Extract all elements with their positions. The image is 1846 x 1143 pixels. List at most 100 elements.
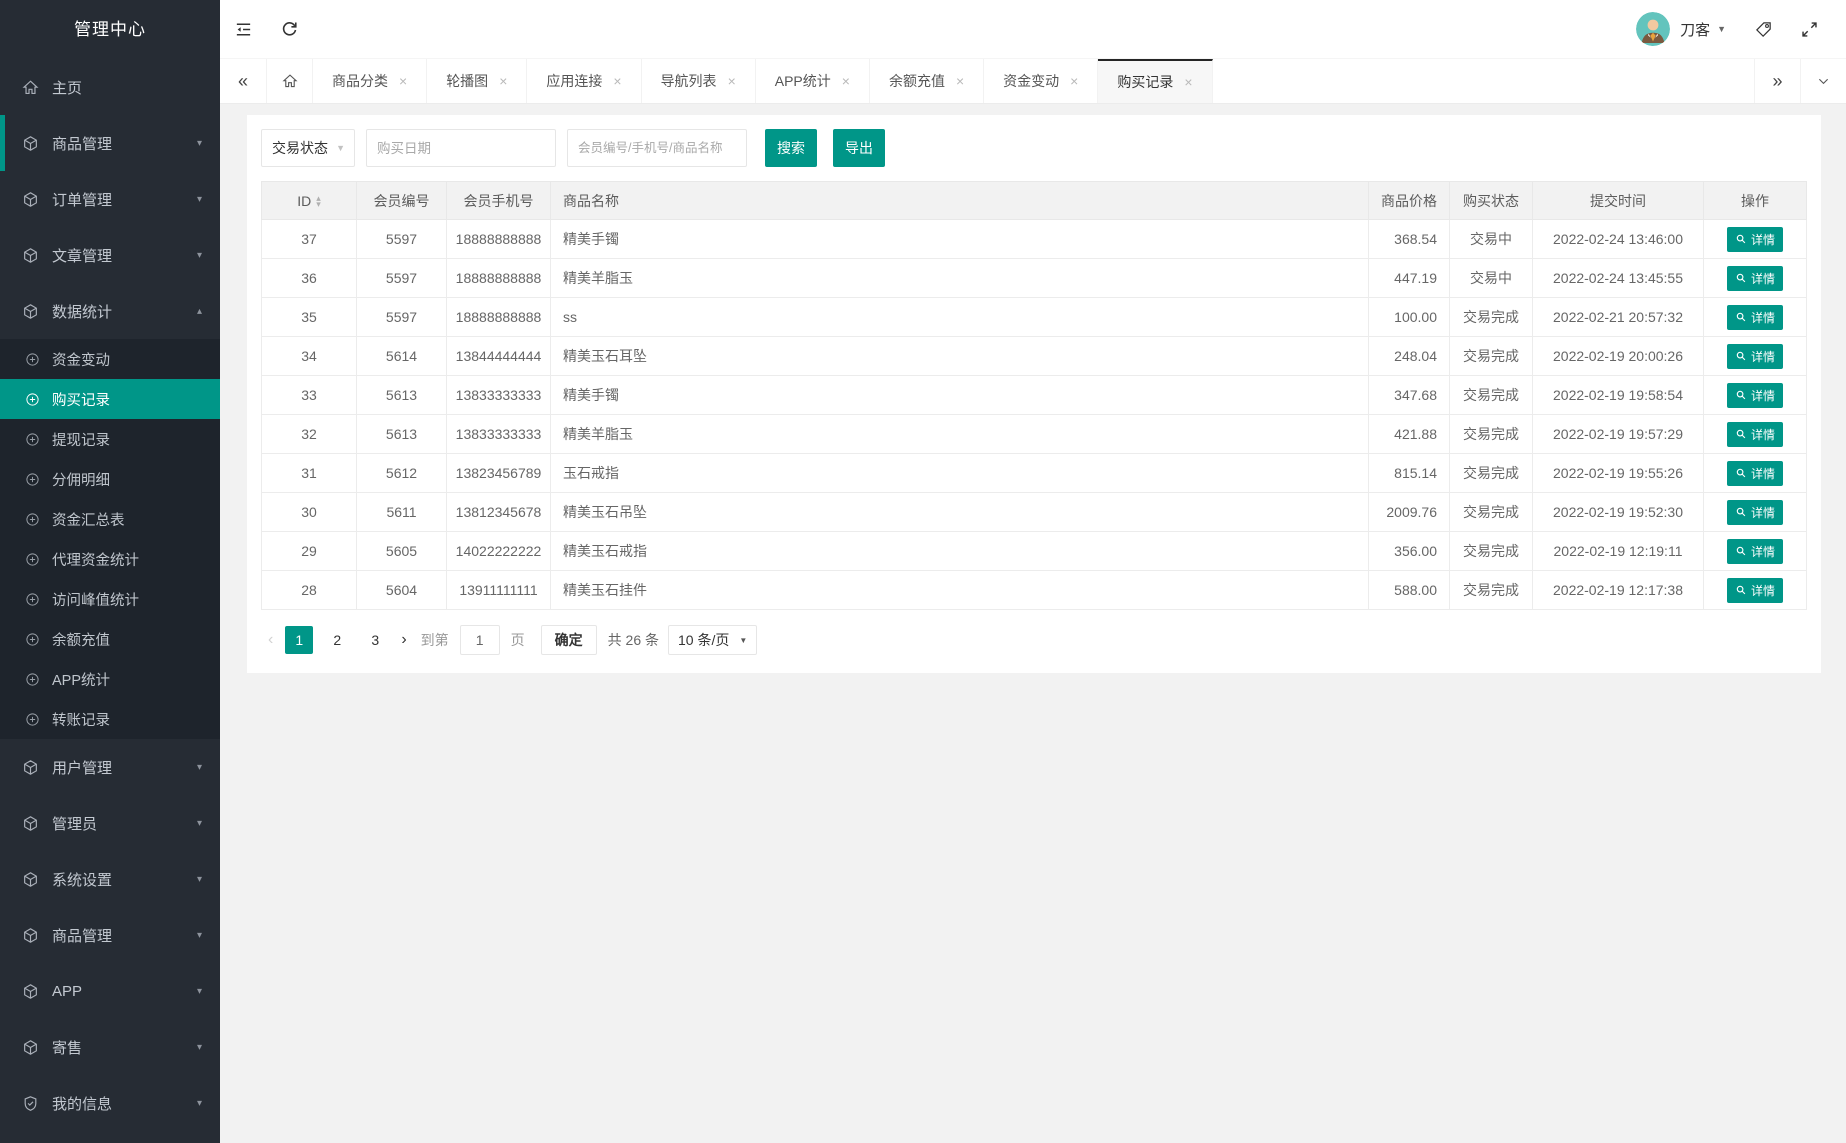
- tab-余额充值[interactable]: 余额充值 ×: [870, 59, 985, 103]
- close-icon[interactable]: ×: [1184, 74, 1193, 90]
- detail-button[interactable]: 详情: [1726, 343, 1783, 369]
- sidebar-subitem-label: 余额充值: [52, 632, 110, 649]
- page-size-select[interactable]: 10 条/页 ▼: [668, 625, 758, 655]
- detail-button[interactable]: 详情: [1726, 538, 1783, 564]
- tab-资金变动[interactable]: 资金变动 ×: [984, 59, 1099, 103]
- close-icon[interactable]: ×: [399, 73, 408, 89]
- table-row: 35 5597 18888888888 ss 100.00 交易完成 2022-02-21 …: [261, 297, 1807, 337]
- tab-商品分类[interactable]: 商品分类 ×: [313, 59, 428, 103]
- sidebar-item[interactable]: 我的信息 ▾: [0, 1075, 220, 1131]
- username[interactable]: 刀客: [1680, 21, 1711, 39]
- cell-id: 32: [261, 414, 357, 454]
- search-button[interactable]: 搜索: [765, 129, 817, 167]
- purchase-date-input[interactable]: [366, 129, 556, 167]
- tag-button[interactable]: [1740, 0, 1786, 59]
- close-icon[interactable]: ×: [499, 73, 508, 89]
- refresh-button[interactable]: [266, 0, 312, 59]
- goto-page-input[interactable]: [459, 625, 500, 655]
- cube-icon: [22, 983, 39, 1000]
- detail-button[interactable]: 详情: [1726, 577, 1783, 603]
- sidebar-subitem[interactable]: APP统计: [0, 659, 220, 699]
- detail-button[interactable]: 详情: [1726, 499, 1783, 525]
- detail-button-label: 详情: [1750, 583, 1775, 598]
- cube-icon: [22, 1039, 39, 1056]
- detail-button[interactable]: 详情: [1726, 382, 1783, 408]
- tab-应用连接[interactable]: 应用连接 ×: [527, 59, 642, 103]
- sidebar-subitem[interactable]: 资金变动: [0, 339, 220, 379]
- keyword-input[interactable]: [567, 129, 747, 167]
- goto-confirm-button[interactable]: 确定: [540, 625, 597, 655]
- sidebar-item[interactable]: 管理员 ▾: [0, 795, 220, 851]
- sidebar-subitem[interactable]: 购买记录: [0, 379, 220, 419]
- circle-plus-icon: [25, 592, 40, 607]
- search-icon: [1735, 467, 1747, 479]
- sidebar-item[interactable]: 主页: [0, 59, 220, 115]
- tabs-scroll-left-button[interactable]: «: [220, 59, 266, 103]
- cell-member_no: 5611: [356, 492, 447, 532]
- cell-phone: 13823456789: [446, 453, 551, 493]
- close-icon[interactable]: ×: [727, 73, 736, 89]
- detail-button-label: 详情: [1750, 271, 1775, 286]
- detail-button[interactable]: 详情: [1726, 265, 1783, 291]
- tab-轮播图[interactable]: 轮播图 ×: [427, 59, 528, 103]
- close-icon[interactable]: ×: [841, 73, 850, 89]
- tab-label: 轮播图: [446, 73, 489, 89]
- sidebar-item[interactable]: 订单管理 ▾: [0, 171, 220, 227]
- page-next-icon[interactable]: ›: [401, 631, 407, 648]
- cell-id: 30: [261, 492, 357, 532]
- sidebar-item[interactable]: 文章管理 ▾: [0, 227, 220, 283]
- collapse-sidebar-button[interactable]: [220, 0, 266, 59]
- page-number-2[interactable]: 2: [333, 632, 342, 648]
- sidebar-subitem[interactable]: 访问峰值统计: [0, 579, 220, 619]
- app-title: 管理中心: [74, 20, 146, 39]
- sidebar-subitem-label: 分佣明细: [52, 472, 110, 489]
- detail-button-label: 详情: [1750, 349, 1775, 364]
- circle-plus-icon: [25, 472, 40, 487]
- sidebar-subitem[interactable]: 提现记录: [0, 419, 220, 459]
- cell-product: ss: [550, 297, 1369, 337]
- sort-icon[interactable]: ▴ ▾: [316, 193, 321, 208]
- sidebar-subitem[interactable]: 资金汇总表: [0, 499, 220, 539]
- cube-icon: [22, 927, 39, 944]
- sidebar-item[interactable]: 商品管理 ▾: [0, 907, 220, 963]
- detail-button[interactable]: 详情: [1726, 304, 1783, 330]
- detail-button[interactable]: 详情: [1726, 460, 1783, 486]
- tab-APP统计[interactable]: APP统计 ×: [756, 59, 870, 103]
- sidebar-subitem[interactable]: 转账记录: [0, 699, 220, 739]
- tabs-scroll-right-button[interactable]: »: [1754, 59, 1800, 103]
- close-icon[interactable]: ×: [1070, 73, 1079, 89]
- trade-status-select[interactable]: 交易状态 ▼: [261, 129, 355, 167]
- fullscreen-button[interactable]: [1786, 0, 1832, 59]
- circle-plus-icon: [25, 712, 40, 727]
- detail-button-label: 详情: [1750, 427, 1775, 442]
- sidebar-item[interactable]: APP ▾: [0, 963, 220, 1019]
- tab-购买记录[interactable]: 购买记录 ×: [1098, 59, 1213, 103]
- circle-plus-icon: [25, 512, 40, 527]
- page-prev-icon[interactable]: ‹: [268, 631, 274, 648]
- page-number-1[interactable]: 1: [285, 626, 314, 654]
- page-number-3[interactable]: 3: [371, 632, 380, 648]
- user-caret-down-icon[interactable]: ▼: [1717, 24, 1726, 34]
- sidebar-subitem[interactable]: 代理资金统计: [0, 539, 220, 579]
- tab-导航列表[interactable]: 导航列表 ×: [642, 59, 756, 103]
- cell-product: 精美玉石吊坠: [550, 492, 1369, 532]
- sidebar-subitem[interactable]: 余额充值: [0, 619, 220, 659]
- sidebar-item[interactable]: 商品管理 ▾: [0, 115, 220, 171]
- avatar[interactable]: [1636, 12, 1671, 46]
- sidebar-subitem-label: 代理资金统计: [52, 552, 139, 569]
- sidebar-item[interactable]: 寄售 ▾: [0, 1019, 220, 1075]
- detail-button[interactable]: 详情: [1726, 421, 1783, 447]
- sidebar-item[interactable]: 数据统计 ▴: [0, 283, 220, 339]
- close-icon[interactable]: ×: [613, 73, 622, 89]
- cell-member_no: 5597: [356, 297, 447, 337]
- export-button[interactable]: 导出: [833, 129, 885, 167]
- detail-button[interactable]: 详情: [1726, 226, 1783, 252]
- tab-home[interactable]: [266, 59, 313, 103]
- sidebar-subitem[interactable]: 分佣明细: [0, 459, 220, 499]
- sidebar-item[interactable]: 用户管理 ▾: [0, 739, 220, 795]
- sidebar-item[interactable]: 系统设置 ▾: [0, 851, 220, 907]
- topbar: 刀客 ▼: [220, 0, 1846, 59]
- sidebar-item-label: 我的信息: [52, 1095, 113, 1113]
- tabs-menu-button[interactable]: [1800, 59, 1846, 103]
- close-icon[interactable]: ×: [955, 73, 965, 89]
